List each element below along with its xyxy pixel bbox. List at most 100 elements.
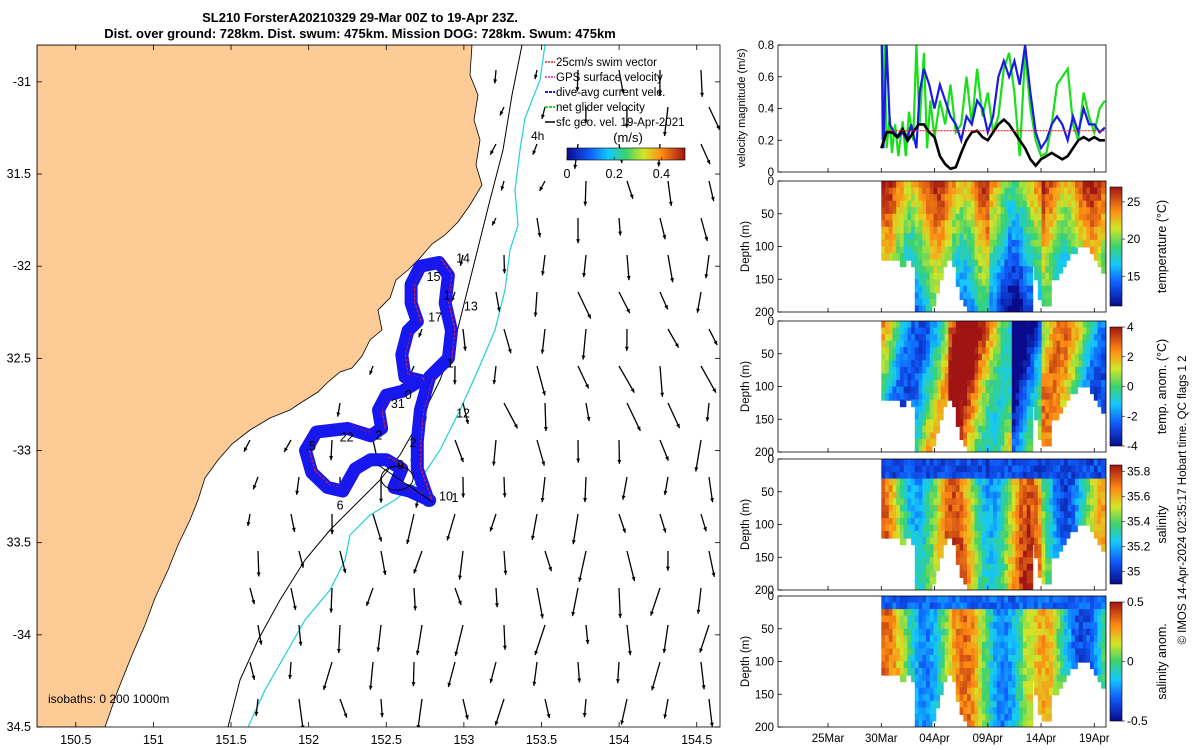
heatmap-cell xyxy=(903,504,911,513)
heatmap-cell xyxy=(922,668,929,676)
heatmap-cell xyxy=(996,518,1004,526)
heatmap-cell xyxy=(981,720,989,727)
heatmap-cell xyxy=(985,279,993,287)
panel-colorbar xyxy=(1109,326,1123,447)
heatmap-cell xyxy=(1078,609,1086,617)
heatmap-cell xyxy=(929,347,937,355)
heatmap-cell xyxy=(989,648,996,656)
heatmap-cell xyxy=(885,239,892,248)
heatmap-cell xyxy=(903,321,911,329)
heatmap-cell xyxy=(1078,366,1086,375)
heatmap-cell xyxy=(993,445,1000,452)
heatmap-cell xyxy=(1015,485,1022,493)
heatmap-cell xyxy=(993,412,1000,421)
heatmap-cell xyxy=(978,524,985,533)
heatmap-cell xyxy=(948,334,955,342)
heatmap-cell xyxy=(1011,720,1019,727)
heatmap-cell xyxy=(899,602,907,611)
heatmap-cell xyxy=(1090,194,1097,202)
heatmap-cell xyxy=(974,687,981,696)
heatmap-cell xyxy=(1052,550,1060,559)
heatmap-cell xyxy=(907,491,914,500)
heatmap-cell xyxy=(892,518,899,526)
heatmap-cell xyxy=(985,432,993,440)
heatmap-cell xyxy=(1090,373,1097,381)
heatmap-cell xyxy=(896,518,903,526)
heatmap-cell xyxy=(922,360,929,368)
heatmap-cell xyxy=(885,655,892,663)
heatmap-cell xyxy=(892,635,899,643)
heatmap-cell xyxy=(1037,239,1045,248)
heatmap-cell xyxy=(970,485,978,493)
heatmap-cell xyxy=(1015,194,1022,202)
heatmap-cell xyxy=(881,655,888,663)
heatmap-cell xyxy=(1034,465,1041,474)
heatmap-cell xyxy=(959,393,967,401)
heatmap-cell xyxy=(1000,366,1008,375)
heatmap-cell xyxy=(974,266,981,274)
heatmap-cell xyxy=(1019,253,1026,261)
heatmap-cell xyxy=(911,511,918,519)
heatmap-cell xyxy=(1011,635,1019,643)
heatmap-cell xyxy=(1000,386,1008,395)
velocity-arrow xyxy=(577,365,590,389)
heatmap-cell xyxy=(881,386,888,395)
heatmap-cell xyxy=(1090,504,1097,513)
heatmap-cell xyxy=(1086,239,1093,248)
heatmap-cell xyxy=(1022,498,1030,506)
heatmap-cell xyxy=(1049,259,1056,268)
heatmap-cell xyxy=(933,220,940,228)
map-y-tick-label: 33.5 xyxy=(7,536,31,550)
heatmap-cell xyxy=(1093,213,1101,222)
heatmap-cell xyxy=(937,207,944,215)
heatmap-cell xyxy=(922,419,929,427)
velocity-arrow-head xyxy=(706,159,711,165)
heatmap-cell xyxy=(1011,563,1019,572)
heatmap-cell xyxy=(922,491,929,500)
heatmap-cell xyxy=(1011,200,1019,209)
heatmap-cell xyxy=(892,655,899,663)
heatmap-cell xyxy=(978,340,985,349)
heatmap-cell xyxy=(1000,207,1008,215)
heatmap-cell xyxy=(974,200,981,209)
map-y-tick-label: -32 xyxy=(13,259,31,273)
heatmap-cell xyxy=(1056,399,1063,408)
heatmap-cell xyxy=(1022,340,1030,349)
map-colorbar-ticks: 0 0.2 0.4 xyxy=(564,157,670,181)
heatmap-cell xyxy=(914,220,922,228)
heatmap-cell xyxy=(952,379,959,388)
heatmap-cell xyxy=(933,694,940,702)
heatmap-cell xyxy=(963,478,970,487)
heatmap-cell xyxy=(1011,609,1019,617)
heatmap-cell xyxy=(944,194,952,202)
heatmap-cell xyxy=(970,472,978,480)
heatmap-cell xyxy=(978,465,985,474)
heatmap-cell xyxy=(989,373,996,381)
heatmap-cell xyxy=(1071,239,1078,248)
heatmap-cell xyxy=(974,253,981,261)
heatmap-cell xyxy=(944,661,952,670)
heatmap-cell xyxy=(1071,220,1078,228)
heatmap-cell xyxy=(922,544,929,552)
heatmap-cell xyxy=(888,353,896,362)
heatmap-cell xyxy=(933,615,940,624)
heatmap-cell xyxy=(985,334,993,342)
heatmap-cell xyxy=(1019,259,1026,268)
heatmap-cell xyxy=(1041,674,1049,683)
velocity-arrow-head xyxy=(665,566,670,571)
heatmap-cell xyxy=(926,279,933,287)
heatmap-cell xyxy=(955,379,963,388)
heatmap-cell xyxy=(1011,419,1019,427)
heatmap-cell xyxy=(974,327,981,336)
heatmap-cell xyxy=(1015,602,1022,611)
heatmap-cell xyxy=(922,181,929,189)
heatmap-cell xyxy=(1067,498,1075,506)
heatmap-cell xyxy=(929,279,937,287)
heatmap-cell xyxy=(948,347,955,355)
heatmap-cell xyxy=(1004,406,1011,414)
heatmap-cell xyxy=(1045,609,1052,617)
heatmap-cell xyxy=(1045,531,1052,539)
heatmap-cell xyxy=(888,491,896,500)
heatmap-cell xyxy=(978,504,985,513)
heatmap-cell xyxy=(922,298,929,307)
